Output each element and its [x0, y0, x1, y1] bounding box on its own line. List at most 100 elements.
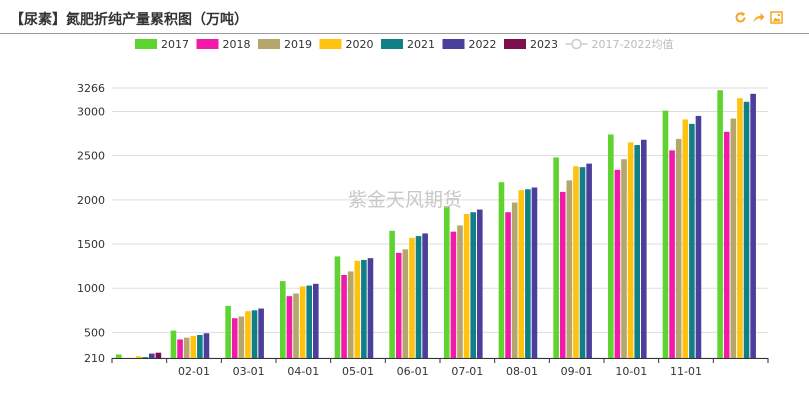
bar-2020-09-01[interactable]: [573, 166, 579, 358]
bar-2018-03-01[interactable]: [231, 318, 238, 358]
bar-2017-02-01[interactable]: [170, 330, 177, 358]
bar-2022-10-01[interactable]: [641, 139, 647, 358]
y-tick-label: 1000: [77, 282, 105, 295]
bar-2017-06-01[interactable]: [389, 230, 395, 358]
bar-2022-05-01[interactable]: [367, 258, 374, 358]
bar-2019-11-01[interactable]: [675, 138, 682, 358]
bar-2022-06-01[interactable]: [422, 233, 428, 358]
bar-2022-09-01[interactable]: [586, 163, 592, 358]
bar-2017-03-01[interactable]: [225, 305, 231, 358]
bar-2021-01-01[interactable]: [142, 357, 148, 358]
bar-2022-02-01[interactable]: [203, 333, 210, 358]
bar-2020-07-01[interactable]: [463, 213, 470, 358]
bar-2023-01-01[interactable]: [155, 352, 162, 358]
bar-2017-01-01[interactable]: [116, 354, 122, 358]
bar-2021-12-01[interactable]: [743, 101, 750, 358]
bar-2020-03-01[interactable]: [245, 311, 251, 358]
legend-swatch-2023[interactable]: [504, 39, 526, 49]
bar-2021-10-01[interactable]: [634, 145, 640, 358]
y-tick-label: 500: [84, 326, 105, 339]
bar-2019-05-01[interactable]: [347, 271, 354, 358]
bar-2020-08-01[interactable]: [518, 190, 525, 358]
bar-2021-11-01[interactable]: [689, 123, 695, 359]
bar-2018-02-01[interactable]: [177, 339, 183, 358]
bar-2019-02-01[interactable]: [183, 337, 190, 358]
x-tick-label: 02-01: [178, 365, 210, 378]
bar-2018-06-01[interactable]: [395, 252, 402, 358]
legend-swatch-2020[interactable]: [319, 39, 342, 49]
chart: 2017 2018 2019 2020 2021 2022 2023 2017-2022均值 …: [77, 38, 769, 378]
legend-label-2021[interactable]: 2021: [407, 38, 435, 51]
bar-2020-12-01[interactable]: [737, 98, 743, 358]
legend-label-mean[interactable]: 2017-2022均值: [592, 38, 674, 51]
bar-2022-08-01[interactable]: [531, 187, 538, 358]
legend-swatch-2022[interactable]: [442, 39, 465, 49]
legend-swatch-2018[interactable]: [196, 39, 219, 49]
x-tick-label: 08-01: [506, 365, 538, 378]
x-tick-label: 03-01: [233, 365, 265, 378]
bar-2021-02-01[interactable]: [197, 335, 203, 358]
y-tick-label: 1500: [77, 238, 105, 251]
bar-2020-01-01[interactable]: [135, 356, 142, 358]
bar-2018-09-01[interactable]: [559, 191, 566, 358]
bar-2017-04-01[interactable]: [280, 281, 286, 358]
legend-label-2018[interactable]: 2018: [223, 38, 251, 51]
legend-label-2019[interactable]: 2019: [284, 38, 312, 51]
bar-2020-02-01[interactable]: [190, 335, 197, 358]
x-tick-label: 11-01: [670, 365, 702, 378]
bar-2021-07-01[interactable]: [470, 212, 476, 358]
bar-2019-04-01[interactable]: [293, 293, 299, 359]
legend-swatch-2017[interactable]: [135, 39, 157, 49]
bar-2017-09-01[interactable]: [553, 157, 559, 358]
bar-2017-11-01[interactable]: [662, 110, 669, 359]
bar-2019-12-01[interactable]: [730, 118, 737, 358]
save-image-icon[interactable]: [770, 11, 783, 24]
bar-2019-07-01[interactable]: [457, 225, 463, 358]
bar-2018-10-01[interactable]: [614, 169, 621, 358]
legend-swatch-2021[interactable]: [381, 39, 403, 49]
y-tick-label: 2000: [77, 194, 105, 207]
bar-2022-11-01[interactable]: [695, 115, 702, 358]
bar-2022-01-01[interactable]: [149, 353, 155, 358]
legend-swatch-2019[interactable]: [258, 39, 280, 49]
bar-2019-06-01[interactable]: [402, 249, 409, 358]
bar-2020-06-01[interactable]: [409, 237, 415, 358]
bar-2018-05-01[interactable]: [341, 274, 347, 358]
bar-2021-03-01[interactable]: [251, 310, 258, 358]
legend-label-2017[interactable]: 2017: [161, 38, 189, 51]
bar-2021-06-01[interactable]: [415, 236, 422, 358]
bar-2018-08-01[interactable]: [505, 212, 511, 358]
bar-2019-09-01[interactable]: [566, 180, 573, 358]
bar-2017-12-01[interactable]: [717, 90, 723, 359]
bar-2020-05-01[interactable]: [354, 260, 361, 358]
legend-label-2023[interactable]: 2023: [530, 38, 558, 51]
bar-2018-07-01[interactable]: [450, 231, 457, 358]
legend-marker-mean: [571, 38, 582, 50]
bar-2021-05-01[interactable]: [361, 259, 367, 358]
bar-2017-05-01[interactable]: [334, 256, 341, 358]
chart-title: 【尿素】氮肥折纯产量累积图（万吨）: [10, 12, 248, 28]
bar-2020-04-01[interactable]: [299, 286, 306, 358]
bar-2018-04-01[interactable]: [286, 296, 293, 358]
bar-2018-12-01[interactable]: [723, 131, 730, 358]
bar-2018-11-01[interactable]: [669, 150, 675, 358]
bar-2021-04-01[interactable]: [306, 285, 312, 358]
bar-2022-07-01[interactable]: [477, 209, 483, 358]
refresh-icon[interactable]: [734, 11, 747, 24]
bar-2017-08-01[interactable]: [498, 182, 505, 358]
bar-2022-12-01[interactable]: [750, 93, 756, 358]
bar-2017-07-01[interactable]: [444, 206, 450, 358]
bar-2020-11-01[interactable]: [682, 119, 689, 358]
bar-2019-03-01[interactable]: [238, 316, 245, 358]
bar-2019-08-01[interactable]: [511, 202, 518, 359]
bar-2021-08-01[interactable]: [525, 189, 531, 358]
share-icon[interactable]: [752, 11, 765, 24]
bar-2017-10-01[interactable]: [608, 134, 614, 358]
bar-2019-10-01[interactable]: [621, 159, 627, 358]
legend-label-2022[interactable]: 2022: [469, 38, 497, 51]
bar-2020-10-01[interactable]: [627, 142, 634, 358]
bar-2022-04-01[interactable]: [313, 283, 319, 358]
bar-2022-03-01[interactable]: [258, 308, 264, 358]
bar-2021-09-01[interactable]: [579, 167, 586, 358]
legend-label-2020[interactable]: 2020: [346, 38, 374, 51]
